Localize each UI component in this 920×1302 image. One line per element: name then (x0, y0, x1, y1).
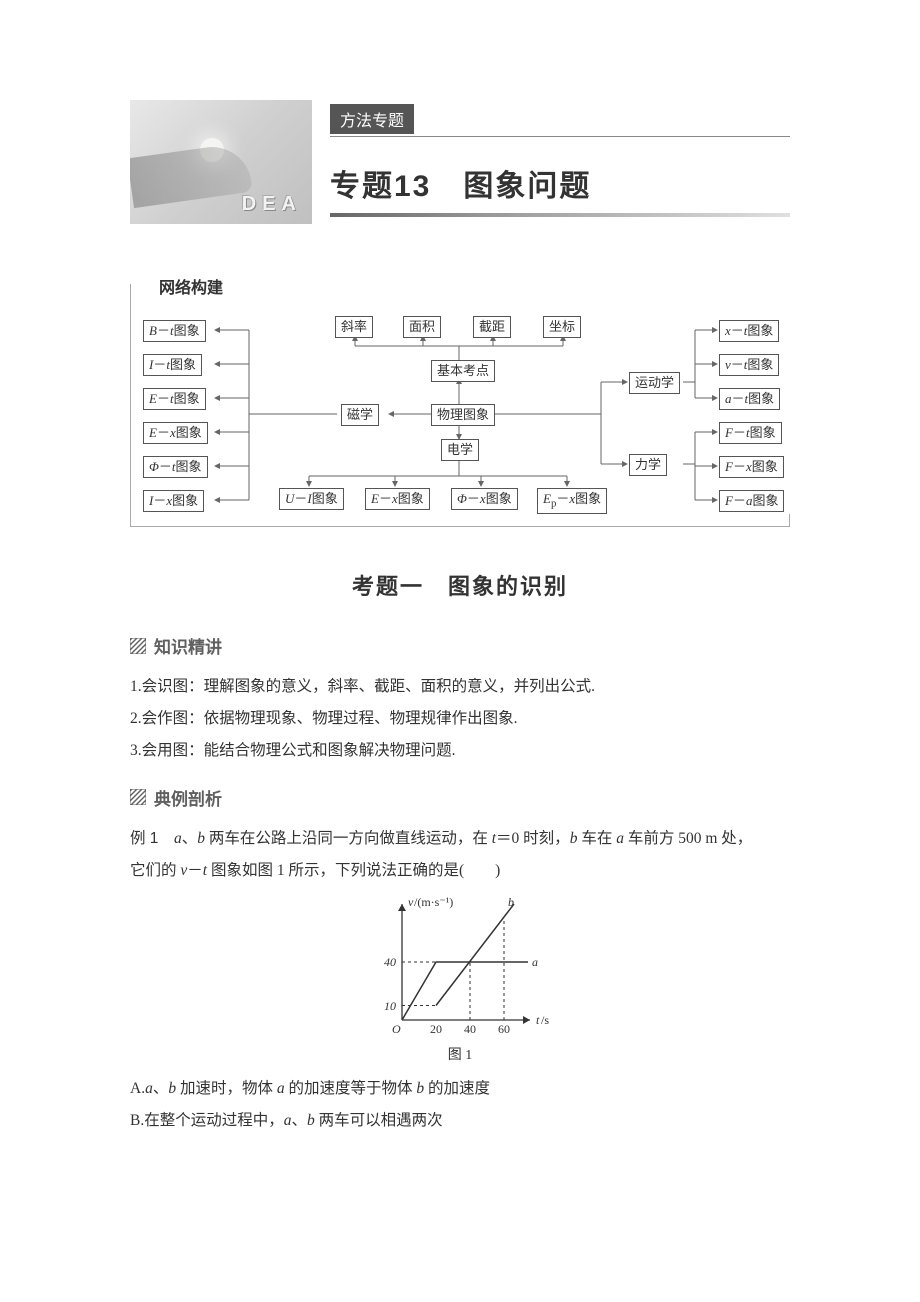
knowledge-heading-text: 知识精讲 (154, 633, 222, 658)
svg-text:/s: /s (541, 1013, 549, 1027)
node-bottom-2: Φ－x图象 (451, 488, 518, 510)
node-kin: 运动学 (629, 372, 680, 394)
topic1-title: 考题一 图象的识别 (130, 569, 790, 601)
header-text: 方法专题 专题13 图象问题 (330, 100, 790, 217)
knowledge-item-2: 2.会作图：依据物理现象、物理过程、物理规律作出图象. (130, 704, 790, 734)
svg-text:a: a (532, 955, 538, 969)
node-left-1: I－t图象 (143, 354, 202, 376)
figure-1: 10 40 20 40 60 O (130, 892, 790, 1064)
node-right-3: F－t图象 (719, 422, 782, 444)
method-tag: 方法专题 (330, 104, 414, 134)
example-1-stem-line2: 它们的 v－t 图象如图 1 所示，下列说法正确的是( ) (130, 856, 790, 886)
node-right-5: F－a图象 (719, 490, 784, 512)
node-bottom-1: E－x图象 (365, 488, 430, 510)
knowledge-item-3: 3.会用图：能结合物理公式和图象解决物理问题. (130, 736, 790, 766)
svg-text:20: 20 (430, 1022, 442, 1036)
node-bottom-3: Ep－x图象 (537, 488, 607, 514)
knowledge-item-1: 1.会识图：理解图象的意义，斜率、截距、面积的意义，并列出公式. (130, 672, 790, 702)
example-label: 例 1 (130, 830, 158, 847)
page-header: DEA 方法专题 专题13 图象问题 (130, 100, 790, 224)
node-right-0: x－t图象 (719, 320, 779, 342)
node-right-1: v－t图象 (719, 354, 779, 376)
svg-text:O: O (392, 1022, 401, 1036)
node-elec: 电学 (441, 439, 479, 461)
node-top-2: 截距 (473, 316, 511, 338)
tag-underline (330, 136, 790, 137)
node-right-2: a－t图象 (719, 388, 780, 410)
hatched-square-icon (130, 789, 146, 805)
network-diagram: B－t图象 I－t图象 E－t图象 E－x图象 Φ－t图象 I－x图象 斜率 面… (131, 304, 787, 514)
node-center: 物理图象 (431, 404, 495, 426)
option-B: B.在整个运动过程中，a、b 两车可以相遇两次 (130, 1106, 790, 1136)
example-1: 例 1 a、b 两车在公路上沿同一方向做直线运动，在 t＝0 时刻，b 车在 a… (130, 824, 790, 1137)
analysis-heading-text: 典例剖析 (154, 785, 222, 810)
example-1-stem-line1: 例 1 a、b 两车在公路上沿同一方向做直线运动，在 t＝0 时刻，b 车在 a… (130, 824, 790, 854)
svg-text:/(m·s⁻¹): /(m·s⁻¹) (414, 895, 453, 909)
figure-1-chart: 10 40 20 40 60 O (360, 892, 560, 1042)
figure-1-caption: 图 1 (448, 1044, 473, 1064)
svg-text:40: 40 (384, 955, 396, 969)
network-section: 网络构建 (130, 284, 790, 527)
thumb-lettering: DEA (242, 193, 302, 216)
header-thumbnail: DEA (130, 100, 312, 224)
node-mag: 磁学 (341, 404, 379, 426)
node-left-0: B－t图象 (143, 320, 206, 342)
svg-text:60: 60 (498, 1022, 510, 1036)
node-top-3: 坐标 (543, 316, 581, 338)
node-right-4: F－x图象 (719, 456, 784, 478)
hatched-square-icon (130, 638, 146, 654)
node-left-3: E－x图象 (143, 422, 208, 444)
svg-text:10: 10 (384, 999, 396, 1013)
svg-text:t: t (536, 1013, 540, 1027)
option-A: A.a、b 加速时，物体 a 的加速度等于物体 b 的加速度 (130, 1074, 790, 1104)
topic-title: 专题13 图象问题 (330, 161, 790, 205)
node-mech: 力学 (629, 454, 667, 476)
svg-text:40: 40 (464, 1022, 476, 1036)
svg-text:b: b (508, 895, 514, 909)
node-left-4: Φ－t图象 (143, 456, 208, 478)
node-top-0: 斜率 (335, 316, 373, 338)
node-top-1: 面积 (403, 316, 441, 338)
analysis-heading: 典例剖析 (130, 785, 790, 810)
knowledge-heading: 知识精讲 (130, 633, 790, 658)
node-bottom-0: U－I图象 (279, 488, 344, 510)
node-left-5: I－x图象 (143, 490, 204, 512)
network-label: 网络构建 (153, 274, 229, 298)
title-underline (330, 213, 790, 217)
node-left-2: E－t图象 (143, 388, 206, 410)
node-basic: 基本考点 (431, 360, 495, 382)
